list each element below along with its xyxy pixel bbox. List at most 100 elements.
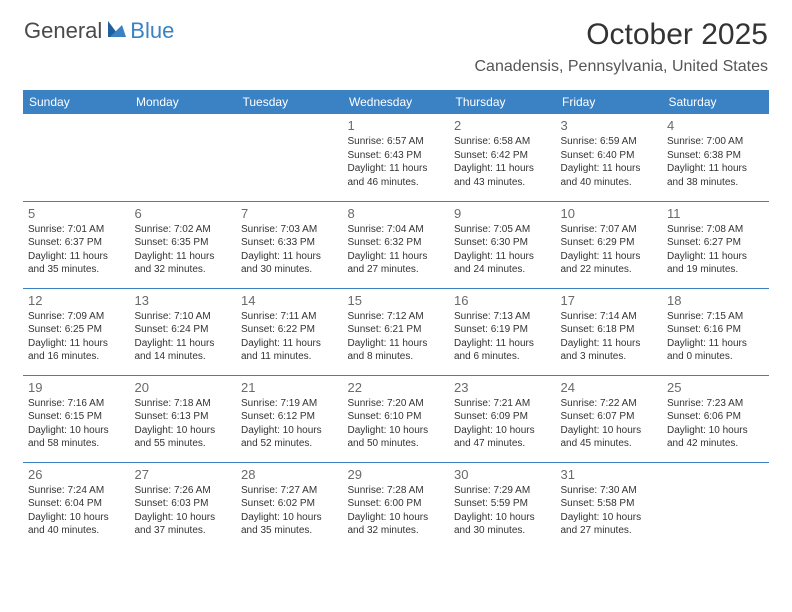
day-info: Sunrise: 7:16 AMSunset: 6:15 PMDaylight:… [28, 397, 125, 451]
day-number: 3 [561, 118, 658, 133]
day-info: Sunrise: 7:01 AMSunset: 6:37 PMDaylight:… [28, 223, 125, 277]
day-number: 4 [667, 118, 764, 133]
day-info: Sunrise: 6:58 AMSunset: 6:42 PMDaylight:… [454, 135, 551, 189]
calendar-week-row: 26 Sunrise: 7:24 AMSunset: 6:04 PMDayligh… [23, 462, 769, 549]
calendar-day-cell: 7 Sunrise: 7:03 AMSunset: 6:33 PMDaylight… [236, 201, 343, 288]
calendar-day-cell: 5 Sunrise: 7:01 AMSunset: 6:37 PMDaylight… [23, 201, 130, 288]
weekday-header: Thursday [449, 90, 556, 114]
title-block: October 2025 Canadensis, Pennsylvania, U… [474, 18, 768, 76]
day-number: 6 [135, 206, 232, 221]
logo-text-blue: Blue [130, 18, 174, 44]
day-number: 19 [28, 380, 125, 395]
calendar-day-cell: 1Sunrise: 6:57 AMSunset: 6:43 PMDaylight… [343, 114, 450, 201]
day-number: 7 [241, 206, 338, 221]
day-number: 27 [135, 467, 232, 482]
calendar-day-cell [130, 114, 237, 201]
calendar-day-cell: 9Sunrise: 7:05 AMSunset: 6:30 PMDaylight… [449, 201, 556, 288]
day-info: Sunrise: 7:26 AMSunset: 6:03 PMDaylight:… [135, 484, 232, 538]
calendar-day-cell: 13Sunrise: 7:10 AMSunset: 6:24 PMDayligh… [130, 288, 237, 375]
day-number: 20 [135, 380, 232, 395]
day-info: Sunrise: 7:18 AMSunset: 6:13 PMDaylight:… [135, 397, 232, 451]
calendar-week-row: 19 Sunrise: 7:16 AMSunset: 6:15 PMDayligh… [23, 375, 769, 462]
day-info: Sunrise: 7:14 AMSunset: 6:18 PMDaylight:… [561, 310, 658, 364]
day-number: 28 [241, 467, 338, 482]
day-number: 12 [28, 293, 125, 308]
day-info: Sunrise: 7:04 AMSunset: 6:32 PMDaylight:… [348, 223, 445, 277]
calendar-day-cell: 10Sunrise: 7:07 AMSunset: 6:29 PMDayligh… [556, 201, 663, 288]
day-number: 8 [348, 206, 445, 221]
calendar-day-cell: 4 Sunrise: 7:00 AMSunset: 6:38 PMDaylight… [662, 114, 769, 201]
day-number: 24 [561, 380, 658, 395]
calendar-day-cell: 11 Sunrise: 7:08 AMSunset: 6:27 PMDayligh… [662, 201, 769, 288]
calendar-day-cell [662, 462, 769, 549]
calendar-day-cell: 23 Sunrise: 7:21 AMSunset: 6:09 PMDayligh… [449, 375, 556, 462]
calendar-day-cell: 3 Sunrise: 6:59 AMSunset: 6:40 PMDaylight… [556, 114, 663, 201]
calendar-day-cell: 25 Sunrise: 7:23 AMSunset: 6:06 PMDayligh… [662, 375, 769, 462]
day-number: 25 [667, 380, 764, 395]
weekday-header: Tuesday [236, 90, 343, 114]
page-title: October 2025 [474, 18, 768, 52]
day-number: 2 [454, 118, 551, 133]
calendar-day-cell: 27 Sunrise: 7:26 AMSunset: 6:03 PMDayligh… [130, 462, 237, 549]
calendar-day-cell: 2 Sunrise: 6:58 AMSunset: 6:42 PMDaylight… [449, 114, 556, 201]
calendar-day-cell: 19 Sunrise: 7:16 AMSunset: 6:15 PMDayligh… [23, 375, 130, 462]
weekday-header-row: Sunday Monday Tuesday Wednesday Thursday… [23, 90, 769, 114]
day-number: 18 [667, 293, 764, 308]
day-info: Sunrise: 6:59 AMSunset: 6:40 PMDaylight:… [561, 135, 658, 189]
day-number: 23 [454, 380, 551, 395]
location-subtitle: Canadensis, Pennsylvania, United States [474, 58, 768, 76]
day-number: 26 [28, 467, 125, 482]
day-number: 17 [561, 293, 658, 308]
day-info: Sunrise: 7:19 AMSunset: 6:12 PMDaylight:… [241, 397, 338, 451]
day-number: 21 [241, 380, 338, 395]
weekday-header: Wednesday [343, 90, 450, 114]
day-info: Sunrise: 7:00 AMSunset: 6:38 PMDaylight:… [667, 135, 764, 189]
day-number: 30 [454, 467, 551, 482]
weekday-header: Sunday [23, 90, 130, 114]
day-info: Sunrise: 7:12 AMSunset: 6:21 PMDaylight:… [348, 310, 445, 364]
day-number: 1 [348, 118, 445, 133]
calendar-day-cell: 14Sunrise: 7:11 AMSunset: 6:22 PMDayligh… [236, 288, 343, 375]
calendar-day-cell: 8 Sunrise: 7:04 AMSunset: 6:32 PMDaylight… [343, 201, 450, 288]
calendar-day-cell: 20 Sunrise: 7:18 AMSunset: 6:13 PMDayligh… [130, 375, 237, 462]
logo-text-general: General [24, 18, 102, 44]
day-info: Sunrise: 7:13 AMSunset: 6:19 PMDaylight:… [454, 310, 551, 364]
logo: General Blue [24, 18, 174, 44]
calendar-day-cell [23, 114, 130, 201]
day-number: 31 [561, 467, 658, 482]
calendar-day-cell: 29Sunrise: 7:28 AMSunset: 6:00 PMDayligh… [343, 462, 450, 549]
day-info: Sunrise: 7:22 AMSunset: 6:07 PMDaylight:… [561, 397, 658, 451]
day-info: Sunrise: 7:29 AMSunset: 5:59 PMDaylight:… [454, 484, 551, 538]
logo-sail-icon [106, 19, 128, 44]
day-info: Sunrise: 7:05 AMSunset: 6:30 PMDaylight:… [454, 223, 551, 277]
day-info: Sunrise: 7:07 AMSunset: 6:29 PMDaylight:… [561, 223, 658, 277]
day-info: Sunrise: 7:23 AMSunset: 6:06 PMDaylight:… [667, 397, 764, 451]
calendar-day-cell: 6 Sunrise: 7:02 AMSunset: 6:35 PMDaylight… [130, 201, 237, 288]
day-info: Sunrise: 7:21 AMSunset: 6:09 PMDaylight:… [454, 397, 551, 451]
day-info: Sunrise: 7:24 AMSunset: 6:04 PMDaylight:… [28, 484, 125, 538]
day-info: Sunrise: 7:08 AMSunset: 6:27 PMDaylight:… [667, 223, 764, 277]
calendar-day-cell: 31Sunrise: 7:30 AMSunset: 5:58 PMDayligh… [556, 462, 663, 549]
weekday-header: Saturday [662, 90, 769, 114]
calendar-day-cell: 18Sunrise: 7:15 AMSunset: 6:16 PMDayligh… [662, 288, 769, 375]
day-number: 14 [241, 293, 338, 308]
calendar-day-cell: 16 Sunrise: 7:13 AMSunset: 6:19 PMDayligh… [449, 288, 556, 375]
day-info: Sunrise: 7:28 AMSunset: 6:00 PMDaylight:… [348, 484, 445, 538]
calendar-day-cell: 12 Sunrise: 7:09 AMSunset: 6:25 PMDayligh… [23, 288, 130, 375]
calendar-day-cell: 15Sunrise: 7:12 AMSunset: 6:21 PMDayligh… [343, 288, 450, 375]
day-number: 11 [667, 206, 764, 221]
day-info: Sunrise: 7:09 AMSunset: 6:25 PMDaylight:… [28, 310, 125, 364]
day-number: 16 [454, 293, 551, 308]
day-info: Sunrise: 7:20 AMSunset: 6:10 PMDaylight:… [348, 397, 445, 451]
calendar-week-row: 1Sunrise: 6:57 AMSunset: 6:43 PMDaylight… [23, 114, 769, 201]
calendar-week-row: 12 Sunrise: 7:09 AMSunset: 6:25 PMDayligh… [23, 288, 769, 375]
day-info: Sunrise: 7:03 AMSunset: 6:33 PMDaylight:… [241, 223, 338, 277]
header: General Blue October 2025 Canadensis, Pe… [0, 0, 792, 82]
calendar-day-cell: 22Sunrise: 7:20 AMSunset: 6:10 PMDayligh… [343, 375, 450, 462]
calendar-day-cell: 26 Sunrise: 7:24 AMSunset: 6:04 PMDayligh… [23, 462, 130, 549]
day-number: 5 [28, 206, 125, 221]
day-info: Sunrise: 7:02 AMSunset: 6:35 PMDaylight:… [135, 223, 232, 277]
weekday-header: Friday [556, 90, 663, 114]
calendar-day-cell: 17 Sunrise: 7:14 AMSunset: 6:18 PMDayligh… [556, 288, 663, 375]
calendar-body: 1Sunrise: 6:57 AMSunset: 6:43 PMDaylight… [23, 114, 769, 549]
